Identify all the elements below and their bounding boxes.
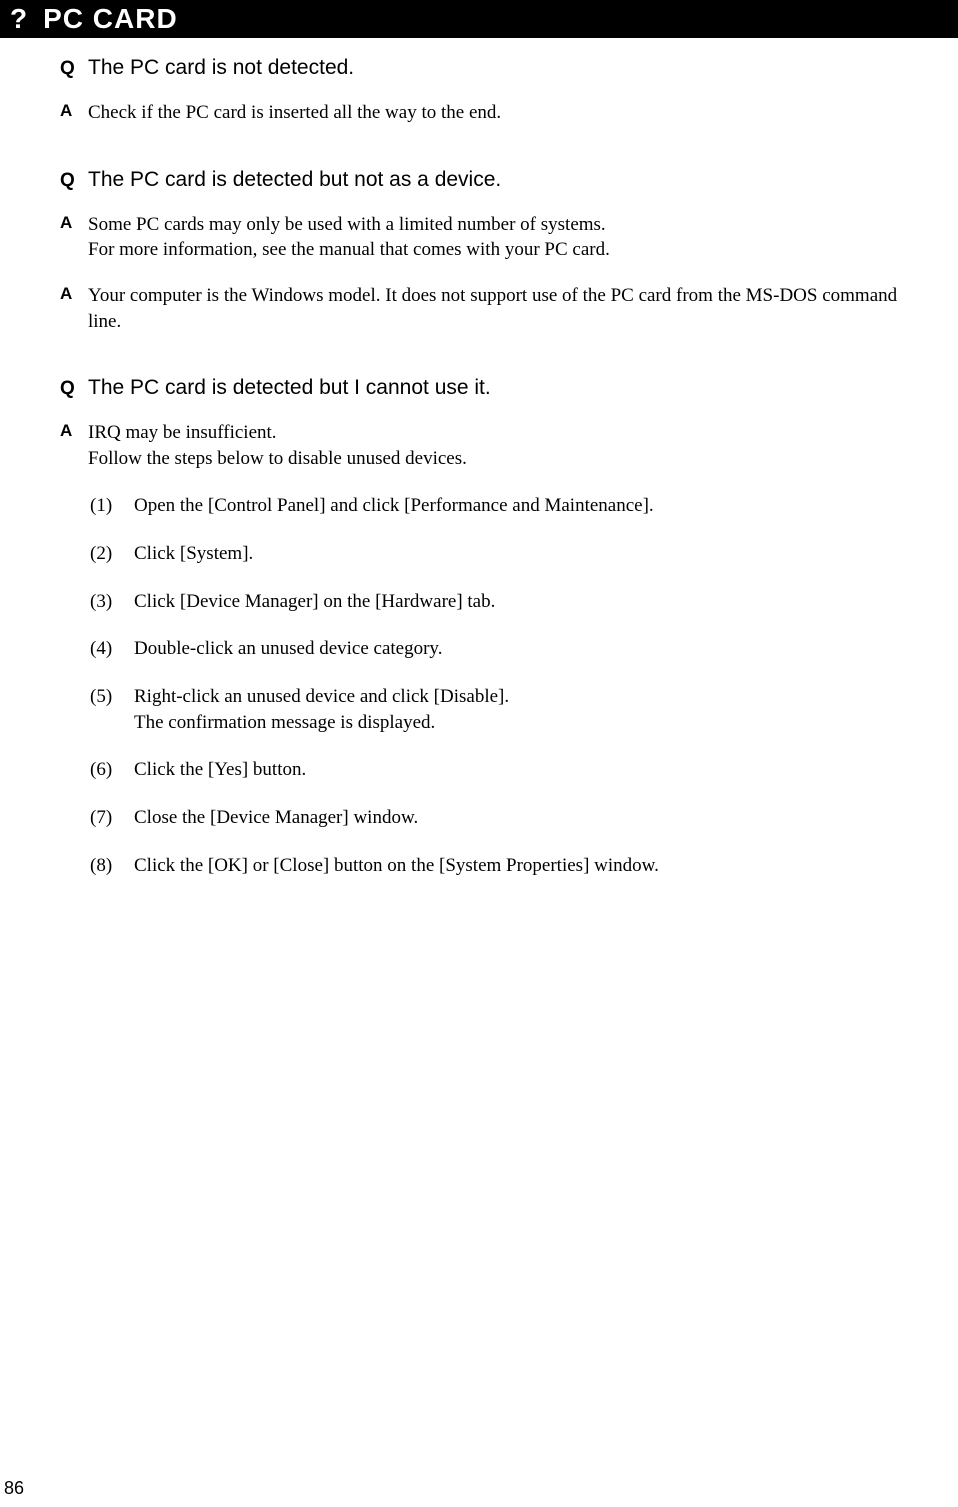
step-item: (1) Open the [Control Panel] and click [… bbox=[90, 493, 898, 519]
content-area: Q The PC card is not detected. A Check i… bbox=[0, 56, 958, 878]
a-marker: A bbox=[60, 212, 88, 233]
step-text: Close the [Device Manager] window. bbox=[134, 805, 898, 831]
q-marker: Q bbox=[60, 376, 88, 400]
step-number: (3) bbox=[90, 589, 134, 615]
a-marker: A bbox=[60, 100, 88, 121]
step-item: (4) Double-click an unused device catego… bbox=[90, 636, 898, 662]
section-header: ? PC CARD bbox=[0, 0, 958, 38]
step-text: Click the [Yes] button. bbox=[134, 757, 898, 783]
page: ? PC CARD Q The PC card is not detected.… bbox=[0, 0, 958, 1507]
answer-row: A Your computer is the Windows model. It… bbox=[60, 283, 898, 334]
question-row: Q The PC card is not detected. bbox=[60, 56, 898, 80]
step-number: (1) bbox=[90, 493, 134, 519]
answer-text: IRQ may be insufficient.Follow the steps… bbox=[88, 420, 467, 471]
step-item: (3) Click [Device Manager] on the [Hardw… bbox=[90, 589, 898, 615]
question-row: Q The PC card is detected but not as a d… bbox=[60, 168, 898, 192]
question-text: The PC card is detected but I cannot use… bbox=[88, 376, 491, 400]
step-item: (5) Right-click an unused device and cli… bbox=[90, 684, 898, 735]
step-text: Right-click an unused device and click [… bbox=[134, 684, 898, 735]
step-number: (2) bbox=[90, 541, 134, 567]
answer-text: Check if the PC card is inserted all the… bbox=[88, 100, 501, 126]
steps-list: (1) Open the [Control Panel] and click [… bbox=[60, 493, 898, 878]
page-number: 86 bbox=[4, 1478, 24, 1499]
qa-section: Q The PC card is detected but not as a d… bbox=[60, 168, 898, 335]
answer-row: A Check if the PC card is inserted all t… bbox=[60, 100, 898, 126]
step-number: (4) bbox=[90, 636, 134, 662]
question-text: The PC card is detected but not as a dev… bbox=[88, 168, 501, 192]
step-number: (7) bbox=[90, 805, 134, 831]
step-text: Open the [Control Panel] and click [Perf… bbox=[134, 493, 898, 519]
header-title: PC CARD bbox=[43, 3, 178, 35]
question-row: Q The PC card is detected but I cannot u… bbox=[60, 376, 898, 400]
step-number: (6) bbox=[90, 757, 134, 783]
step-text: Click the [OK] or [Close] button on the … bbox=[134, 853, 898, 879]
question-text: The PC card is not detected. bbox=[88, 56, 354, 80]
step-item: (6) Click the [Yes] button. bbox=[90, 757, 898, 783]
qa-section: Q The PC card is detected but I cannot u… bbox=[60, 376, 898, 878]
q-marker: Q bbox=[60, 56, 88, 80]
a-marker: A bbox=[60, 283, 88, 304]
step-text: Double-click an unused device category. bbox=[134, 636, 898, 662]
answer-text: Some PC cards may only be used with a li… bbox=[88, 212, 610, 263]
step-item: (7) Close the [Device Manager] window. bbox=[90, 805, 898, 831]
answer-text: Your computer is the Windows model. It d… bbox=[88, 283, 898, 334]
qa-section: Q The PC card is not detected. A Check i… bbox=[60, 56, 898, 126]
header-mark-icon: ? bbox=[10, 3, 27, 35]
a-marker: A bbox=[60, 420, 88, 441]
step-text: Click [System]. bbox=[134, 541, 898, 567]
step-number: (8) bbox=[90, 853, 134, 879]
step-item: (2) Click [System]. bbox=[90, 541, 898, 567]
answer-row: A Some PC cards may only be used with a … bbox=[60, 212, 898, 263]
step-number: (5) bbox=[90, 684, 134, 735]
q-marker: Q bbox=[60, 168, 88, 192]
step-item: (8) Click the [OK] or [Close] button on … bbox=[90, 853, 898, 879]
answer-row: A IRQ may be insufficient.Follow the ste… bbox=[60, 420, 898, 471]
step-text: Click [Device Manager] on the [Hardware]… bbox=[134, 589, 898, 615]
